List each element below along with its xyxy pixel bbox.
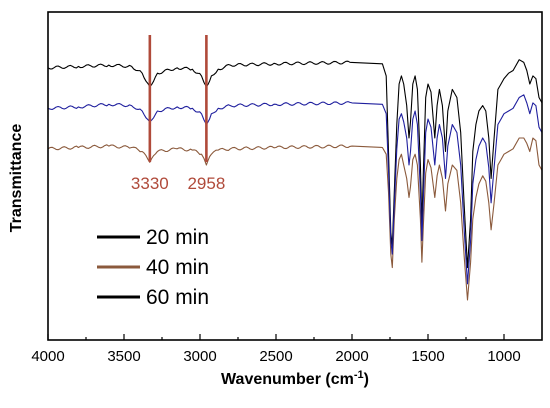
series-line-2 [47, 137, 543, 301]
x-tick-label-2000: 2000 [335, 348, 368, 365]
x-tick-label-3500: 3500 [107, 348, 140, 365]
x-axis-label: Wavenumber (cm-1) [221, 369, 369, 388]
annotation-label-1: 3330 [131, 174, 169, 193]
x-axis-label-end: ) [364, 371, 369, 388]
x-axis-ticks: 4000 3500 3000 2500 2000 1500 1000 [31, 334, 521, 365]
series-line-1 [47, 59, 543, 269]
x-tick-label-1500: 1500 [411, 348, 444, 365]
annotation-label-2: 2958 [187, 174, 225, 193]
x-tick-label-1000: 1000 [487, 348, 520, 365]
legend-label-2: 40 min [146, 256, 209, 279]
x-axis-label-sup: -1 [354, 369, 364, 381]
legend: 20 min 40 min 60 min [97, 226, 209, 309]
x-axis-label-main: Wavenumber (cm [221, 371, 354, 388]
series-layer [47, 59, 543, 301]
x-tick-label-2500: 2500 [259, 348, 292, 365]
plot-frame [47, 11, 543, 341]
y-axis-label: Transmittance [8, 124, 25, 233]
legend-label-1: 20 min [146, 226, 209, 249]
series-line-3 [47, 94, 543, 285]
x-tick-label-4000: 4000 [31, 348, 64, 365]
annotation-layer: 3330 2958 [131, 35, 225, 193]
legend-label-3: 60 min [146, 286, 209, 309]
x-tick-label-3000: 3000 [183, 348, 216, 365]
